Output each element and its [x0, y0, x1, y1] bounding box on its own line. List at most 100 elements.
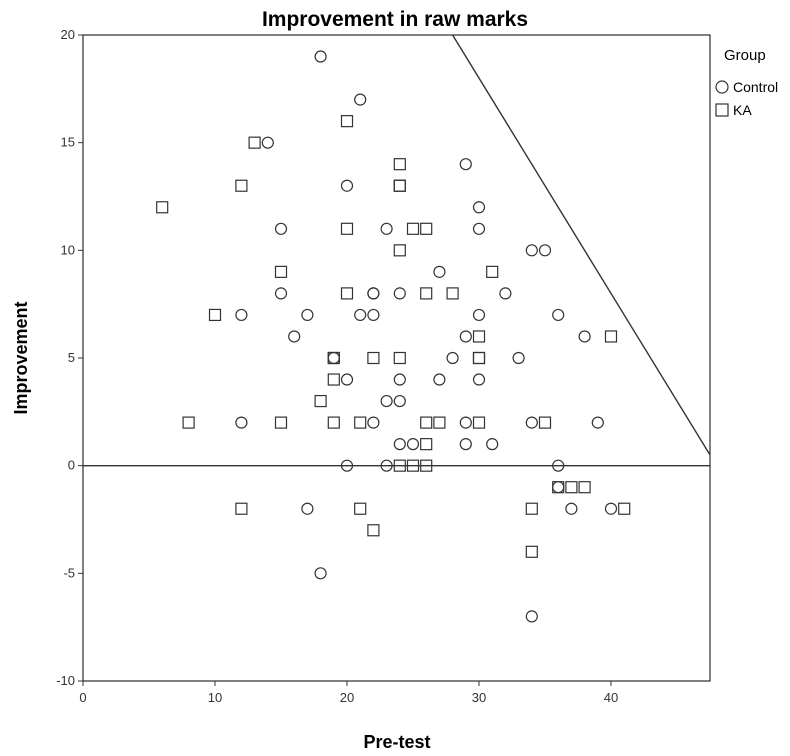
- point-control: [314, 567, 327, 580]
- legend-circle-marker: [715, 80, 729, 94]
- point-ka: [327, 373, 340, 386]
- point-ka: [393, 459, 406, 472]
- point-control: [591, 416, 604, 429]
- point-control: [472, 201, 486, 214]
- point-ka: [420, 438, 433, 451]
- point-control: [354, 308, 367, 322]
- point-ka: [235, 179, 248, 192]
- chart-title: Improvement in raw marks: [262, 8, 528, 31]
- point-control: [604, 502, 618, 515]
- point-ka: [274, 265, 288, 278]
- x-axis: 0 10 20 30 40: [79, 681, 618, 705]
- point-control: [367, 416, 380, 429]
- point-ka: [420, 459, 433, 472]
- point-control: [367, 287, 380, 300]
- point-ka: [393, 244, 406, 257]
- point-control: [314, 50, 327, 63]
- point-control: [380, 394, 393, 408]
- point-ka: [525, 502, 538, 515]
- y-tick-label: 0: [68, 458, 75, 473]
- point-control: [552, 459, 565, 472]
- point-ka: [327, 416, 340, 429]
- point-control: [393, 438, 406, 451]
- point-ka: [618, 502, 631, 515]
- point-ka: [274, 416, 288, 429]
- point-ka: [208, 308, 222, 322]
- y-axis-label: Improvement: [11, 301, 31, 414]
- point-ka: [406, 459, 420, 472]
- point-control: [288, 330, 301, 343]
- y-tick-label: 10: [61, 242, 75, 257]
- point-control: [512, 351, 525, 365]
- point-ka: [314, 394, 327, 408]
- y-tick-label: 5: [68, 350, 75, 365]
- point-ka: [538, 416, 552, 429]
- x-axis-label: Pre-test: [363, 732, 430, 752]
- point-ka: [393, 351, 406, 365]
- point-control: [340, 373, 354, 386]
- point-ka: [340, 287, 354, 300]
- point-ka: [578, 481, 591, 494]
- point-ka: [433, 416, 446, 429]
- point-control: [472, 308, 486, 322]
- point-ka: [472, 416, 486, 429]
- legend-label-ka: KA: [733, 102, 752, 118]
- y-tick-label: 15: [61, 135, 75, 150]
- point-ka: [420, 287, 433, 300]
- point-control: [459, 330, 472, 343]
- point-control: [433, 373, 446, 386]
- point-control: [459, 438, 472, 451]
- point-control: [552, 308, 565, 322]
- point-ka: [446, 287, 459, 300]
- point-ka: [235, 502, 248, 515]
- point-ka: [182, 416, 195, 429]
- point-control: [525, 244, 538, 257]
- point-control: [499, 287, 512, 300]
- point-control: [393, 287, 406, 300]
- point-control: [565, 502, 578, 515]
- legend-label-control: Control: [733, 79, 778, 95]
- point-ka: [354, 416, 367, 429]
- point-control: [301, 502, 314, 515]
- point-ka: [367, 524, 380, 537]
- reference-lines: [83, 34, 711, 467]
- point-control: [380, 459, 393, 472]
- point-control: [235, 416, 248, 429]
- point-control: [525, 416, 538, 429]
- point-control: [486, 438, 499, 451]
- x-tick-label: 10: [208, 690, 222, 705]
- max-improvement-line: [452, 34, 711, 456]
- point-control: [459, 416, 472, 429]
- point-ka: [393, 179, 406, 192]
- point-control: [472, 222, 486, 235]
- point-ka: [565, 481, 578, 494]
- point-control: [525, 610, 538, 623]
- point-ka: [420, 222, 433, 235]
- point-control: [446, 351, 459, 365]
- point-control: [393, 373, 406, 386]
- point-control: [274, 287, 288, 300]
- point-ka: [525, 545, 538, 558]
- legend: Group Control KA: [715, 47, 778, 118]
- point-ka: [472, 351, 486, 365]
- legend-title: Group: [724, 47, 766, 64]
- y-tick-label: -5: [63, 565, 75, 580]
- point-control: [433, 265, 446, 278]
- data-points: [156, 50, 631, 623]
- point-ka: [604, 330, 618, 343]
- y-tick-label: 20: [61, 27, 75, 42]
- point-control: [393, 394, 406, 408]
- point-control: [340, 179, 354, 192]
- legend-square-marker: [715, 103, 729, 117]
- x-tick-label: 40: [604, 690, 618, 705]
- plot-area: [82, 34, 711, 682]
- point-ka: [354, 502, 367, 515]
- point-control: [472, 373, 486, 386]
- x-tick-label: 0: [79, 690, 86, 705]
- point-ka: [472, 330, 486, 343]
- point-ka: [486, 265, 499, 278]
- point-ka: [327, 351, 340, 365]
- point-control: [406, 438, 420, 451]
- x-tick-label: 20: [340, 690, 354, 705]
